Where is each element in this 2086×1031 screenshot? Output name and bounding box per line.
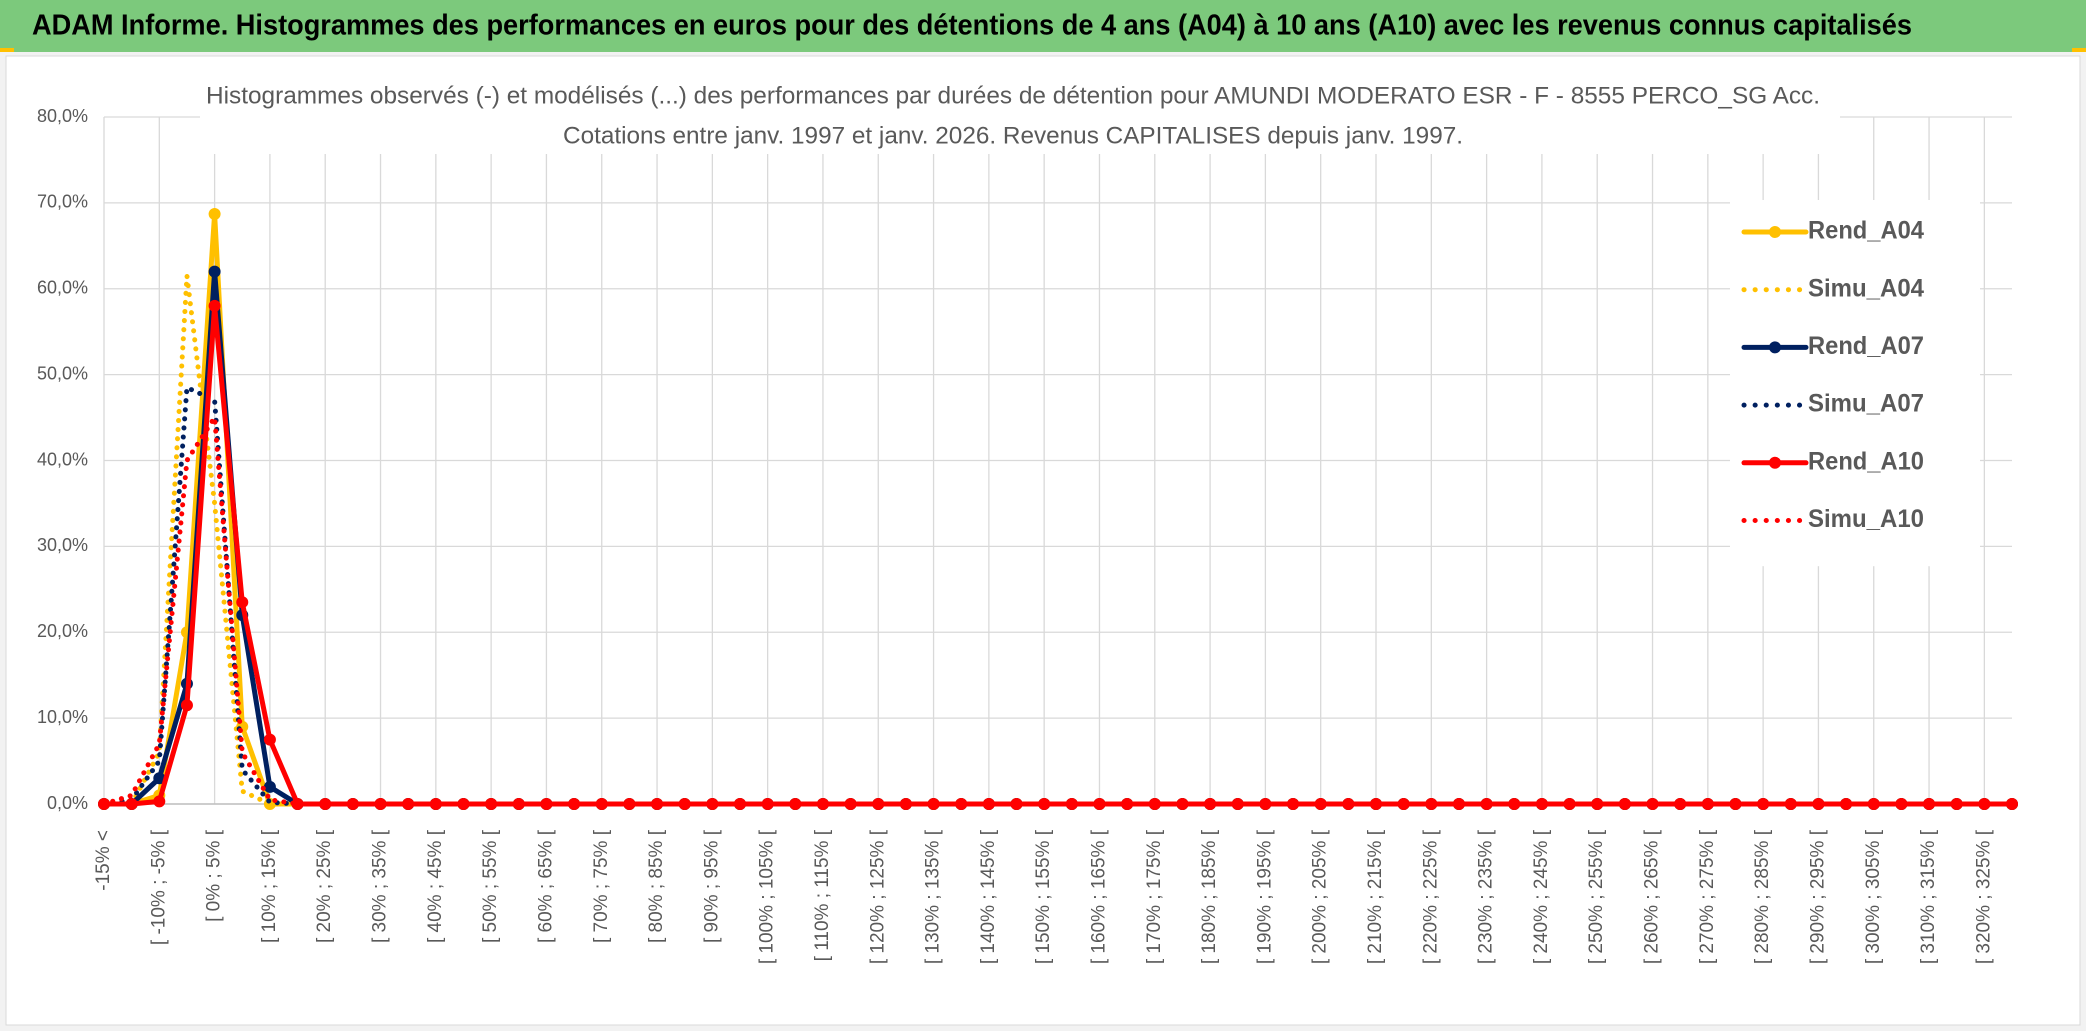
x-tick-label: [ 200% ; 205% [ [1310,829,1331,964]
x-tick-label: [ 180% ; 185% [ [1199,829,1220,964]
x-tick-label: [ 0% ; 5% [ [204,829,225,922]
page-title: ADAM Informe. Histogrammes des performan… [32,10,1912,42]
y-tick-label: 0,0% [47,793,88,813]
chart-subtitle: Cotations entre janv. 1997 et janv. 2026… [563,122,1463,149]
x-tick-label: [ 120% ; 125% [ [867,829,888,964]
x-tick-label: [ 90% ; 95% [ [701,829,722,943]
y-tick-label: 10,0% [37,707,88,727]
corner-mark [2072,48,2086,52]
x-tick-label: -15% < [93,830,114,891]
x-tick-label: [ 130% ; 135% [ [923,829,944,964]
y-tick-label: 70,0% [37,192,88,212]
series-line [101,415,2015,807]
x-tick-label: [ 50% ; 55% [ [480,829,501,943]
y-tick-label: 20,0% [37,621,88,641]
chart-title: Histogrammes observés (-) et modélisés (… [206,82,1820,109]
data-point [208,299,221,312]
data-point [236,596,249,609]
legend-label: Simu_A10 [1808,505,1924,533]
x-tick-label: [ 270% ; 275% [ [1697,829,1718,964]
x-tick-label: [ 140% ; 145% [ [978,829,999,964]
x-tick-label: [ 150% ; 155% [ [1033,829,1054,964]
x-tick-label: [ 190% ; 195% [ [1254,829,1275,964]
x-tick-label: [ 240% ; 245% [ [1531,829,1552,964]
data-point [263,733,276,746]
x-tick-label: [ 40% ; 45% [ [425,829,446,943]
legend-marker [1769,226,1781,238]
x-tick-label: [ 110% ; 115% [ [812,829,833,961]
data-point [180,699,193,712]
x-tick-label: [ -10% ; -5% [ [148,829,169,945]
data-point [125,798,138,810]
x-tick-label: [ 250% ; 255% [ [1586,829,1607,964]
x-tick-label: [ 100% ; 105% [ [757,829,778,964]
x-tick-label: [ 310% ; 315% [ [1918,829,1939,964]
x-tick-label: [ 260% ; 265% [ [1642,829,1663,964]
legend-label: Simu_A07 [1808,390,1924,418]
title-background [200,80,1840,154]
x-tick-label: [ 60% ; 65% [ [535,829,556,943]
x-tick-label: [ 290% ; 295% [ [1807,829,1828,964]
data-point [263,780,276,793]
legend-background [1730,200,1980,567]
x-tick-label: [ 20% ; 25% [ [314,829,335,943]
y-tick-label: 40,0% [37,449,88,469]
corner-mark [0,48,14,52]
x-tick-label: [ 320% ; 325% [ [1973,829,1994,964]
legend-label: Rend_A04 [1808,217,1924,245]
legend-label: Rend_A07 [1808,332,1924,360]
legend-marker [1769,341,1781,354]
x-tick-label: [ 300% ; 305% [ [1863,829,1884,964]
y-tick-label: 60,0% [37,278,88,298]
x-tick-label: [ 230% ; 235% [ [1476,829,1497,964]
x-tick-label: [ 80% ; 85% [ [646,829,667,943]
data-point [153,795,166,808]
x-tick-label: [ 220% ; 225% [ [1420,829,1441,964]
y-tick-label: 50,0% [37,363,88,383]
x-tick-label: [ 30% ; 35% [ [370,829,391,943]
y-tick-label: 80,0% [37,106,88,126]
x-tick-label: [ 160% ; 165% [ [1088,829,1109,964]
x-tick-label: [ 280% ; 285% [ [1752,829,1773,964]
x-tick-label: [ 10% ; 15% [ [259,829,280,943]
x-tick-label: [ 70% ; 75% [ [591,829,612,943]
title-bar [0,0,2086,52]
data-point [208,265,221,278]
data-point [208,208,221,221]
x-tick-label: [ 210% ; 215% [ [1365,829,1386,964]
y-tick-label: 30,0% [37,535,88,555]
x-tick-label: [ 170% ; 175% [ [1144,829,1165,964]
legend-marker [1769,456,1781,469]
legend-label: Simu_A04 [1808,274,1924,302]
data-point [2006,798,2018,810]
legend-label: Rend_A10 [1808,447,1924,475]
